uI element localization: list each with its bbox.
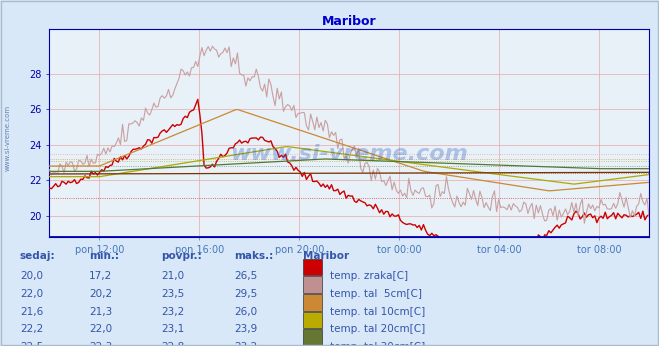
Bar xyxy=(303,259,322,275)
Text: 23,2: 23,2 xyxy=(234,342,257,346)
Bar xyxy=(303,294,322,311)
Text: Maribor: Maribor xyxy=(303,251,349,261)
Text: 22,2: 22,2 xyxy=(20,324,43,334)
Text: www.si-vreme.com: www.si-vreme.com xyxy=(5,105,11,172)
Text: www.si-vreme.com: www.si-vreme.com xyxy=(231,144,468,164)
Text: min.:: min.: xyxy=(89,251,119,261)
Text: 23,5: 23,5 xyxy=(161,289,185,299)
Text: 22,0: 22,0 xyxy=(89,324,112,334)
Text: 22,8: 22,8 xyxy=(161,342,185,346)
Text: povpr.:: povpr.: xyxy=(161,251,202,261)
Text: sedaj:: sedaj: xyxy=(20,251,55,261)
Text: maks.:: maks.: xyxy=(234,251,273,261)
Text: 22,3: 22,3 xyxy=(89,342,112,346)
Text: 20,0: 20,0 xyxy=(20,271,43,281)
Text: 22,5: 22,5 xyxy=(20,342,43,346)
Text: 22,0: 22,0 xyxy=(20,289,43,299)
Text: 17,2: 17,2 xyxy=(89,271,112,281)
Text: 23,1: 23,1 xyxy=(161,324,185,334)
Bar xyxy=(303,312,322,328)
Text: temp. tal  5cm[C]: temp. tal 5cm[C] xyxy=(330,289,422,299)
Text: temp. tal 10cm[C]: temp. tal 10cm[C] xyxy=(330,307,425,317)
Text: 26,0: 26,0 xyxy=(234,307,257,317)
Text: temp. tal 20cm[C]: temp. tal 20cm[C] xyxy=(330,324,425,334)
Text: 21,6: 21,6 xyxy=(20,307,43,317)
Bar xyxy=(303,276,322,293)
Text: 20,2: 20,2 xyxy=(89,289,112,299)
Text: 26,5: 26,5 xyxy=(234,271,257,281)
Text: 29,5: 29,5 xyxy=(234,289,257,299)
Text: 21,3: 21,3 xyxy=(89,307,112,317)
Text: 23,2: 23,2 xyxy=(161,307,185,317)
Text: 21,0: 21,0 xyxy=(161,271,185,281)
Title: Maribor: Maribor xyxy=(322,15,376,28)
Text: 23,9: 23,9 xyxy=(234,324,257,334)
Bar xyxy=(303,329,322,346)
Text: temp. tal 30cm[C]: temp. tal 30cm[C] xyxy=(330,342,425,346)
Text: temp. zraka[C]: temp. zraka[C] xyxy=(330,271,408,281)
